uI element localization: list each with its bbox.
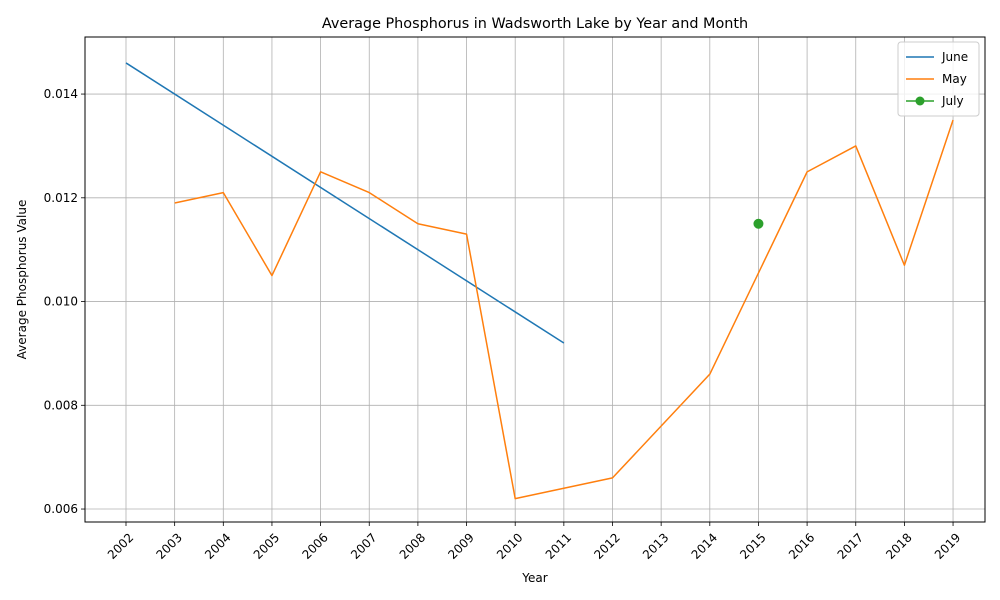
y-tick-label: 0.008: [44, 398, 78, 412]
y-tick-label: 0.014: [44, 87, 78, 101]
plot-frame: [84, 36, 986, 523]
x-tick-label: 2008: [397, 530, 428, 561]
legend-label-june: June: [941, 50, 968, 64]
x-tick-label: 2003: [153, 530, 184, 561]
x-tick-label: 2016: [786, 530, 817, 561]
y-tick-label: 0.006: [44, 502, 78, 516]
x-axis-ticks: 2002 2003 2004 2005 2006 2007 2008 2009 2010 2011…: [105, 522, 963, 562]
x-axis-label: Year: [521, 571, 547, 585]
legend-label-july: July: [941, 94, 964, 108]
x-tick-label: 2019: [932, 530, 963, 561]
june-series-line: [125, 62, 565, 344]
y-tick-label: 0.012: [44, 191, 78, 205]
y-tick-label: 0.010: [44, 295, 78, 309]
x-tick-label: 2004: [202, 530, 233, 561]
y-axis-label: Average Phosphorus Value: [15, 200, 29, 360]
x-tick-label: 2011: [543, 530, 574, 561]
series-lines: [125, 62, 954, 500]
july-data-point: [753, 218, 764, 229]
grid-lines: [85, 37, 985, 522]
x-tick-label: 2018: [883, 530, 914, 561]
x-tick-label: 2017: [835, 530, 866, 561]
x-tick-label: 2007: [348, 530, 379, 561]
x-tick-label: 2002: [105, 530, 136, 561]
may-series-line: [174, 119, 954, 500]
x-tick-label: 2012: [591, 530, 622, 561]
legend-marker-july: [915, 96, 925, 106]
x-tick-label: 2010: [494, 530, 525, 561]
legend-label-may: May: [942, 72, 967, 86]
chart-title: Average Phosphorus in Wadsworth Lake by …: [322, 16, 748, 32]
x-tick-label: 2015: [737, 530, 768, 561]
x-tick-label: 2009: [445, 530, 476, 561]
y-axis-ticks: 0.006 0.008 0.010 0.012 0.014: [44, 87, 85, 516]
legend: June May July: [897, 41, 980, 117]
x-tick-label: 2013: [640, 530, 671, 561]
x-tick-label: 2006: [299, 530, 330, 561]
x-tick-label: 2005: [251, 530, 282, 561]
x-tick-label: 2014: [689, 530, 720, 561]
